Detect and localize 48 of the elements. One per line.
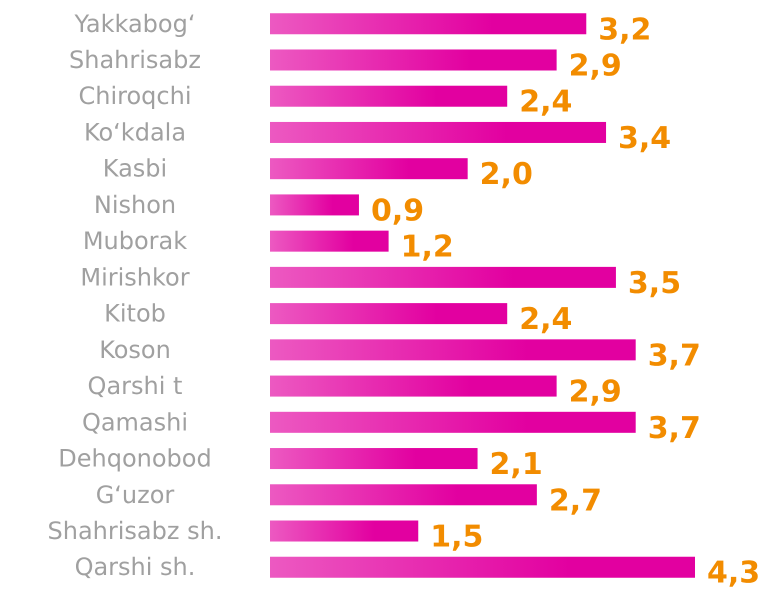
y-tick-label: Qarshi t — [88, 372, 182, 400]
data-label: 0,9 — [370, 193, 424, 228]
data-label: 2,7 — [548, 483, 602, 518]
data-label: 3,7 — [648, 338, 701, 374]
y-tick-label: Shahrisabz — [69, 46, 201, 74]
data-label: 1,5 — [430, 520, 484, 555]
data-label: 1,2 — [400, 230, 454, 265]
data-label: 2,0 — [480, 157, 533, 192]
bar — [270, 448, 478, 470]
bar — [270, 122, 606, 143]
data-label: 3,5 — [628, 266, 682, 301]
y-tick-label: Qamashi — [82, 408, 188, 436]
y-tick-label: Ko‘kdala — [84, 118, 186, 146]
y-tick-label: Nishon — [94, 190, 176, 219]
y-tick-label: Kasbi — [102, 154, 168, 183]
y-tick-label: Koson — [99, 336, 171, 364]
y-tick-label: Mirishkor — [80, 263, 190, 292]
data-label: 2,4 — [519, 84, 572, 120]
y-tick-label: Kitob — [104, 300, 166, 328]
data-label: 2,1 — [490, 447, 543, 482]
y-tick-label: Qarshi sh. — [74, 553, 196, 582]
bar — [270, 49, 557, 70]
bar — [270, 556, 695, 578]
data-label: 3,4 — [618, 120, 672, 156]
y-tick-label: G‘uzor — [96, 480, 174, 509]
y-tick-label: Muborak — [82, 227, 188, 256]
bar — [270, 412, 636, 433]
bar — [270, 484, 537, 506]
bar — [270, 194, 359, 216]
bar — [270, 339, 636, 360]
data-label: 3,7 — [648, 410, 701, 446]
data-label: 3,2 — [598, 12, 652, 48]
bar — [270, 230, 389, 252]
data-label: 4,3 — [707, 556, 760, 589]
y-tick-label: Yakkabog‘ — [74, 10, 196, 38]
bar — [270, 13, 586, 34]
data-label: 2,4 — [519, 302, 572, 338]
y-tick-label: Dehqonobod — [58, 444, 212, 473]
y-tick-label: Shahrisabz sh. — [48, 517, 222, 546]
bar — [270, 376, 557, 397]
bar — [270, 158, 468, 180]
bar — [270, 520, 418, 542]
data-label: 2,9 — [568, 48, 622, 84]
bar — [270, 266, 616, 288]
data-label: 2,9 — [568, 374, 622, 410]
bar — [270, 303, 508, 324]
y-tick-label: Chiroqchi — [78, 82, 192, 110]
bar — [270, 86, 508, 107]
